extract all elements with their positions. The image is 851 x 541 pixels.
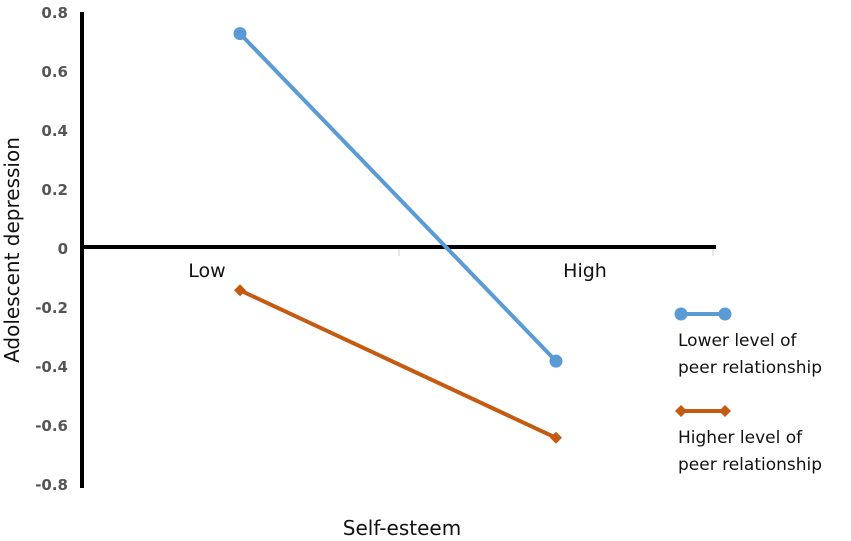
series-2 [234,284,562,444]
legend: Lower level of peer relationship Higher le… [674,307,822,475]
x-tick-labels: Low High [188,260,607,282]
y-tick-label: -0.2 [35,299,68,317]
y-tick-label: 0.6 [41,63,68,81]
legend-marker [674,307,688,321]
series-line [238,32,558,363]
y-tick-label: -0.6 [35,417,68,435]
x-tick-label: Low [188,260,225,282]
legend-item: Higher level of peer relationship [675,405,822,475]
y-tick-label: -0.4 [35,358,68,376]
legend-marker [719,405,731,417]
data-point [233,27,247,41]
y-tick-label: 0.2 [41,181,68,199]
series-line [239,288,557,440]
x-axis-title: Self-esteem [343,516,461,540]
y-tick-label: -0.8 [35,476,68,494]
x-tick-label: High [563,260,607,282]
data-point [234,284,246,297]
y-tick-labels: 0.8 0.6 0.4 0.2 0 -0.2 -0.4 -0.6 -0.8 [35,4,68,494]
y-tick-label: 0 [58,240,68,258]
legend-marker [675,405,687,417]
legend-label: Higher level of peer relationship [678,428,822,475]
data-point [549,354,563,368]
series-layer [233,27,563,444]
legend-marker [718,307,732,321]
y-axis-title: Adolescent depression [0,137,24,363]
legend-item: Lower level of peer relationship [674,307,822,378]
series-1 [233,27,563,368]
data-point [550,431,562,444]
y-tick-label: 0.8 [41,4,68,22]
x-axis: Low High [80,245,716,282]
y-axis: 0.8 0.6 0.4 0.2 0 -0.2 -0.4 -0.6 -0.8 [35,4,84,494]
legend-label: Lower level of peer relationship [678,331,822,378]
y-tick-label: 0.4 [41,122,68,140]
